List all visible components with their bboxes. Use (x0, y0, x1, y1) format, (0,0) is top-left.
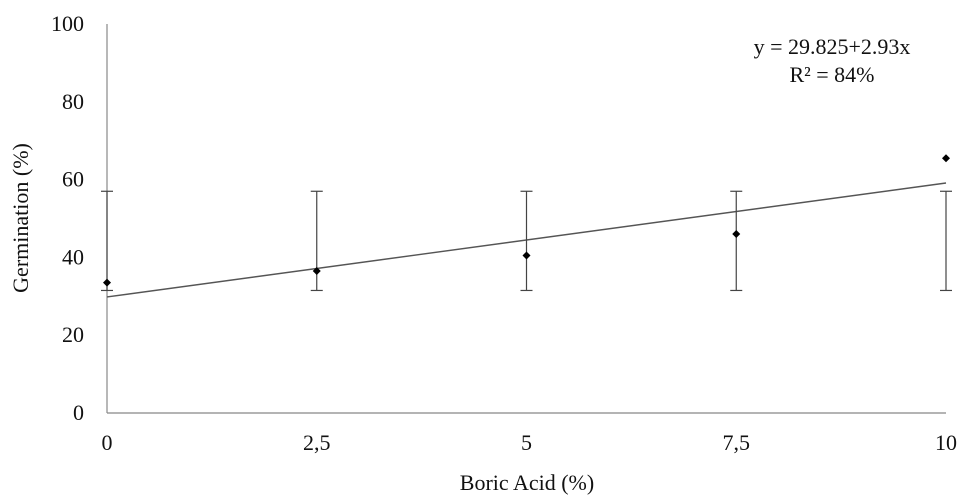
x-tick-label: 7,5 (723, 430, 751, 455)
error-bars (101, 190, 952, 292)
x-tick-label: 5 (521, 430, 532, 455)
x-tick-labels: 0 2,5 5 7,5 10 (102, 430, 958, 455)
data-point (103, 278, 111, 287)
y-tick-label: 60 (62, 167, 84, 192)
y-tick-label: 80 (62, 89, 84, 114)
x-tick-label: 10 (935, 430, 957, 455)
y-tick-label: 0 (73, 400, 84, 425)
trendline-equation: y = 29.825+2.93x (754, 34, 911, 59)
y-tick-label: 20 (62, 322, 84, 347)
x-axis-title: Boric Acid (%) (460, 470, 594, 495)
y-axis-title: Germination (%) (8, 143, 33, 293)
y-tick-label: 100 (51, 11, 84, 36)
x-tick-label: 0 (102, 430, 113, 455)
data-point (312, 267, 321, 276)
y-tick-label: 40 (62, 244, 84, 269)
data-points (103, 154, 950, 287)
r-squared-label: R² = 84% (789, 62, 874, 87)
data-point (732, 230, 741, 239)
plot-area: 0 20 40 60 80 100 0 2,5 5 7,5 10 (51, 11, 957, 455)
y-tick-labels: 0 20 40 60 80 100 (51, 11, 84, 425)
data-point (942, 154, 950, 163)
data-point (522, 251, 531, 260)
x-tick-label: 2,5 (303, 430, 331, 455)
